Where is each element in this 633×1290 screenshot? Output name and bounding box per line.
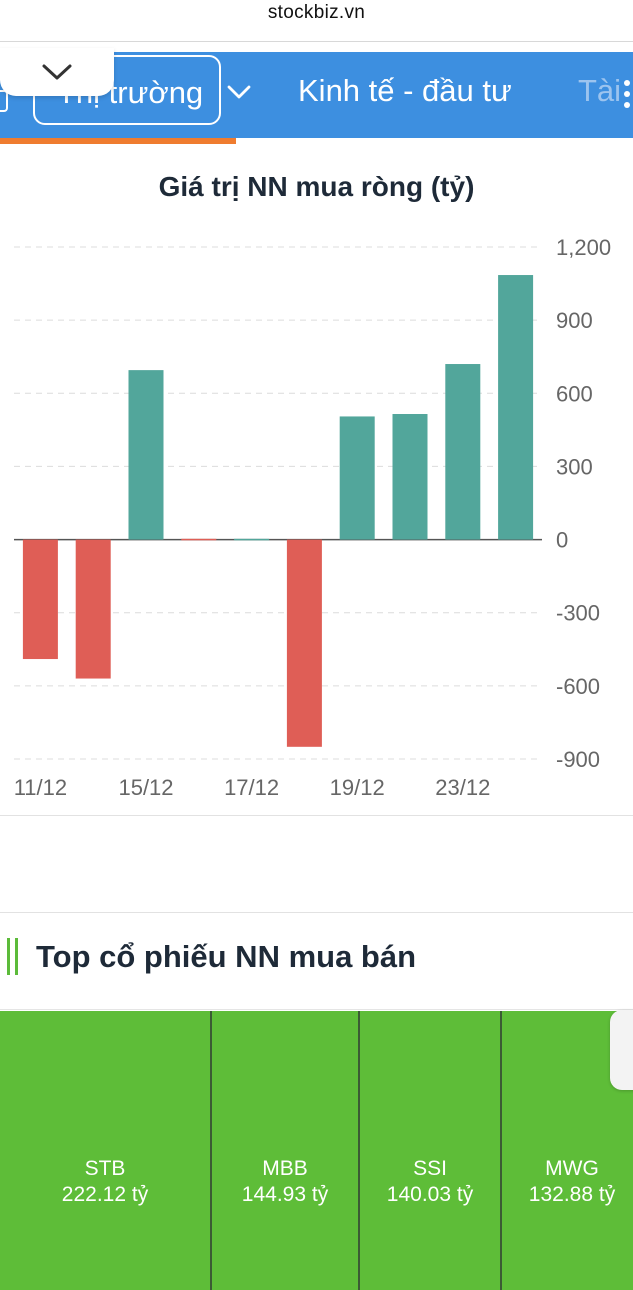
tile-symbol: SSI [413,1157,447,1180]
bar-16-12[interactable] [181,538,217,541]
tile-symbol: MBB [262,1157,308,1180]
treemap-tile-stb[interactable]: STB 222.12 tỷ [0,1011,212,1290]
chart-title: Giá trị NN mua ròng (tỷ) [158,171,475,202]
tile-value: 132.88 tỷ [528,1183,616,1206]
bar-23-12[interactable] [445,364,481,540]
scroll-handle[interactable] [610,1010,633,1090]
bar-11-12[interactable] [22,539,58,660]
tile-value: 222.12 tỷ [61,1183,149,1206]
x-tick-label: 17/12 [224,775,279,800]
y-tick-label: 600 [556,381,593,406]
tile-symbol: STB [84,1157,126,1180]
x-tick-label: 11/12 [14,775,67,800]
nav-item-label: Tài [578,73,622,108]
bar-17-12[interactable] [234,538,270,541]
section-title: Top cổ phiếu NN mua bán [36,939,417,974]
section-accent-icon [7,938,19,975]
bar-15-12[interactable] [128,370,164,540]
nav-item-kinh-te-dau-tu[interactable]: Kinh tế - đầu tư [298,73,512,109]
tile-symbol: MWG [545,1157,599,1180]
x-tick-label: 19/12 [330,775,385,800]
y-tick-label: 1,200 [556,235,611,260]
top-stocks-section-header: Top cổ phiếu NN mua bán [0,914,633,1010]
section-spacer [0,817,633,913]
nav-item-tai[interactable]: Tài [578,73,621,109]
url-text: stockbiz.vn [267,2,366,23]
bar-24-12[interactable] [498,275,534,540]
x-tick-label: 15/12 [118,775,173,800]
tile-value: 140.03 tỷ [386,1183,474,1206]
collapse-toolbar-button[interactable] [0,48,114,96]
treemap-tile-mbb[interactable]: MBB 144.93 tỷ [212,1011,360,1290]
chevron-down-icon [42,64,72,80]
bar-19-12[interactable] [339,416,375,540]
y-tick-label: 900 [556,308,593,333]
net-foreign-buy-chart: 1,200 900 600 300 0 -300 -600 -900 11/12 15/12 17… [14,235,611,800]
more-menu-icon[interactable] [624,80,633,110]
bar-22-12[interactable] [392,414,428,540]
top-stocks-treemap: STB 222.12 tỷ MBB 144.93 tỷ SSI 140.03 t… [0,1011,633,1290]
chevron-down-icon[interactable] [225,78,253,106]
tile-value: 144.93 tỷ [241,1183,329,1206]
y-tick-label: 300 [556,454,593,479]
y-tick-label: -300 [556,601,600,626]
bar-18-12[interactable] [286,539,322,747]
x-tick-label: 23/12 [435,775,490,800]
treemap-tile-ssi[interactable]: SSI 140.03 tỷ [360,1011,502,1290]
y-tick-label: 0 [556,528,568,553]
bar-12-12[interactable] [75,539,111,679]
y-tick-label: -600 [556,674,600,699]
active-tab-underline [0,138,236,144]
browser-address-bar[interactable]: stockbiz.vn [0,0,633,42]
treemap-tile-mwg[interactable]: MWG 132.88 tỷ [502,1011,633,1290]
nav-item-label: Kinh tế - đầu tư [298,73,512,108]
y-tick-label: -900 [556,747,600,772]
